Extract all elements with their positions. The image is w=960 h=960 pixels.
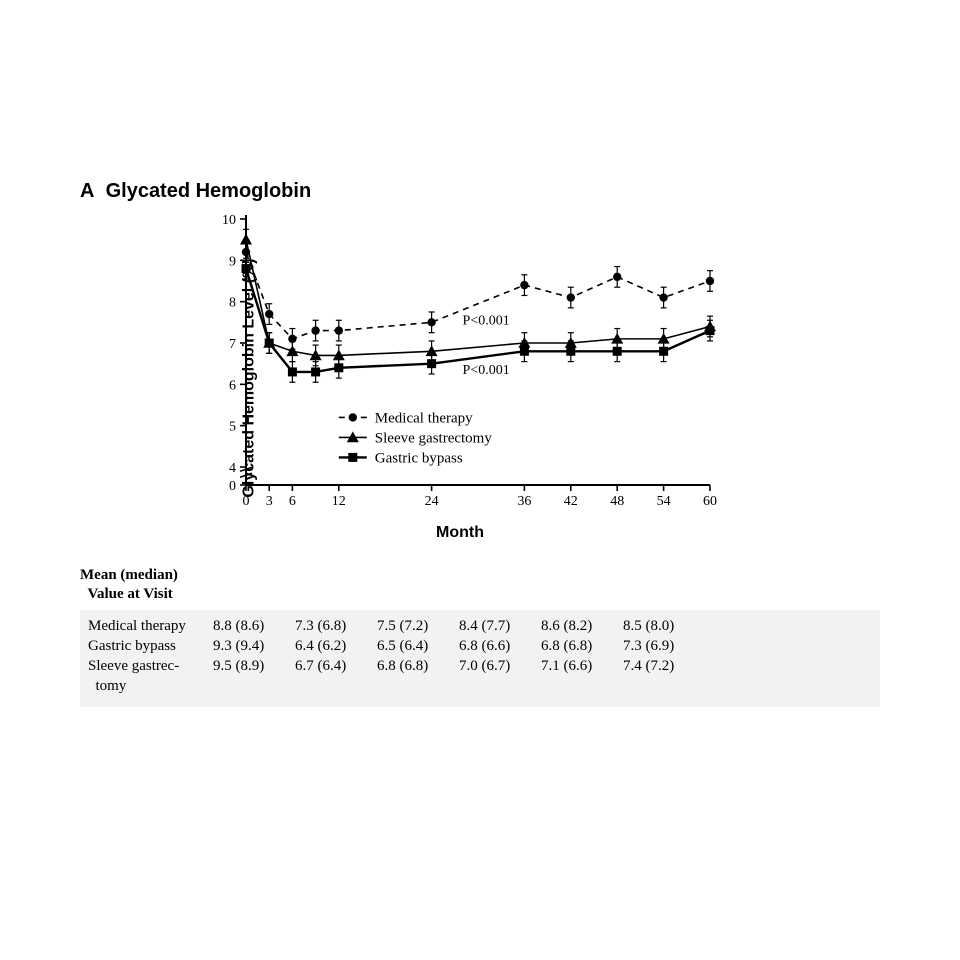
row-label: Sleeve gastrec-	[88, 656, 213, 676]
svg-text:7: 7	[229, 337, 236, 352]
table-cell: 6.7 (6.4)	[295, 656, 377, 676]
x-axis-label: Month	[200, 524, 720, 542]
svg-text:Gastric bypass: Gastric bypass	[375, 450, 463, 466]
svg-text:8: 8	[229, 296, 236, 311]
table-heading: Mean (median) Value at Visit	[80, 566, 880, 604]
svg-text:9: 9	[229, 254, 236, 269]
table-cell: 7.0 (6.7)	[459, 656, 541, 676]
table-cell: 7.4 (7.2)	[623, 656, 705, 676]
table-cell: 6.8 (6.6)	[459, 636, 541, 656]
svg-text:10: 10	[222, 213, 236, 228]
table-row-cont: tomy	[88, 676, 872, 696]
table-row: Sleeve gastrec-9.5 (8.9)6.7 (6.4)6.8 (6.…	[88, 656, 872, 676]
panel-title-label: Glycated Hemoglobin	[106, 180, 312, 202]
table-cell: 8.8 (8.6)	[213, 616, 295, 636]
table-cell: 7.5 (7.2)	[377, 616, 459, 636]
table-row: Medical therapy8.8 (8.6)7.3 (6.8)7.5 (7.…	[88, 616, 872, 636]
table-cell: 8.5 (8.0)	[623, 616, 705, 636]
table-cell: 6.4 (6.2)	[295, 636, 377, 656]
table-heading-line2: Value at Visit	[88, 586, 173, 602]
svg-text:48: 48	[610, 494, 624, 509]
svg-text:4: 4	[229, 461, 236, 476]
svg-text:0: 0	[229, 479, 236, 494]
table-row: Gastric bypass9.3 (9.4)6.4 (6.2)6.5 (6.4…	[88, 636, 872, 656]
svg-text:P<0.001: P<0.001	[463, 363, 510, 378]
table-cell: 6.8 (6.8)	[377, 656, 459, 676]
figure-panel: A Glycated Hemoglobin Glycated Hemoglobi…	[80, 180, 880, 707]
svg-text:36: 36	[517, 494, 531, 509]
svg-text:24: 24	[425, 494, 439, 509]
table-heading-line1: Mean (median)	[80, 567, 178, 583]
svg-text:Sleeve gastrectomy: Sleeve gastrectomy	[375, 430, 493, 446]
row-label: Medical therapy	[88, 616, 213, 636]
svg-text:42: 42	[564, 494, 578, 509]
svg-text:Medical therapy: Medical therapy	[375, 410, 473, 426]
svg-text:5: 5	[229, 420, 236, 435]
chart-area: Glycated Hemoglobin Level (%) 4567891000…	[200, 213, 880, 542]
table-cell: 8.6 (8.2)	[541, 616, 623, 636]
table-cell: 6.5 (6.4)	[377, 636, 459, 656]
svg-text:3: 3	[266, 494, 273, 509]
row-label: Gastric bypass	[88, 636, 213, 656]
values-table: Mean (median) Value at Visit Medical the…	[80, 566, 880, 707]
table-cell: 6.8 (6.8)	[541, 636, 623, 656]
table-body: Medical therapy8.8 (8.6)7.3 (6.8)7.5 (7.…	[80, 610, 880, 707]
panel-title: A Glycated Hemoglobin	[80, 180, 880, 203]
table-cell: 7.3 (6.8)	[295, 616, 377, 636]
svg-text:60: 60	[703, 494, 717, 509]
svg-text:P<0.001: P<0.001	[463, 313, 510, 328]
svg-text:12: 12	[332, 494, 346, 509]
table-cell: 9.3 (9.4)	[213, 636, 295, 656]
svg-text:54: 54	[657, 494, 671, 509]
table-cell: 8.4 (7.7)	[459, 616, 541, 636]
svg-text:6: 6	[289, 494, 296, 509]
row-label-cont: tomy	[88, 676, 213, 696]
svg-text:6: 6	[229, 378, 236, 393]
table-cell: 9.5 (8.9)	[213, 656, 295, 676]
line-chart-svg: 45678910003612243642485460P<0.001P<0.001…	[200, 213, 720, 513]
y-axis-label: Glycated Hemoglobin Level (%)	[241, 258, 259, 497]
panel-letter: A	[80, 180, 94, 202]
table-cell: 7.3 (6.9)	[623, 636, 705, 656]
table-cell: 7.1 (6.6)	[541, 656, 623, 676]
